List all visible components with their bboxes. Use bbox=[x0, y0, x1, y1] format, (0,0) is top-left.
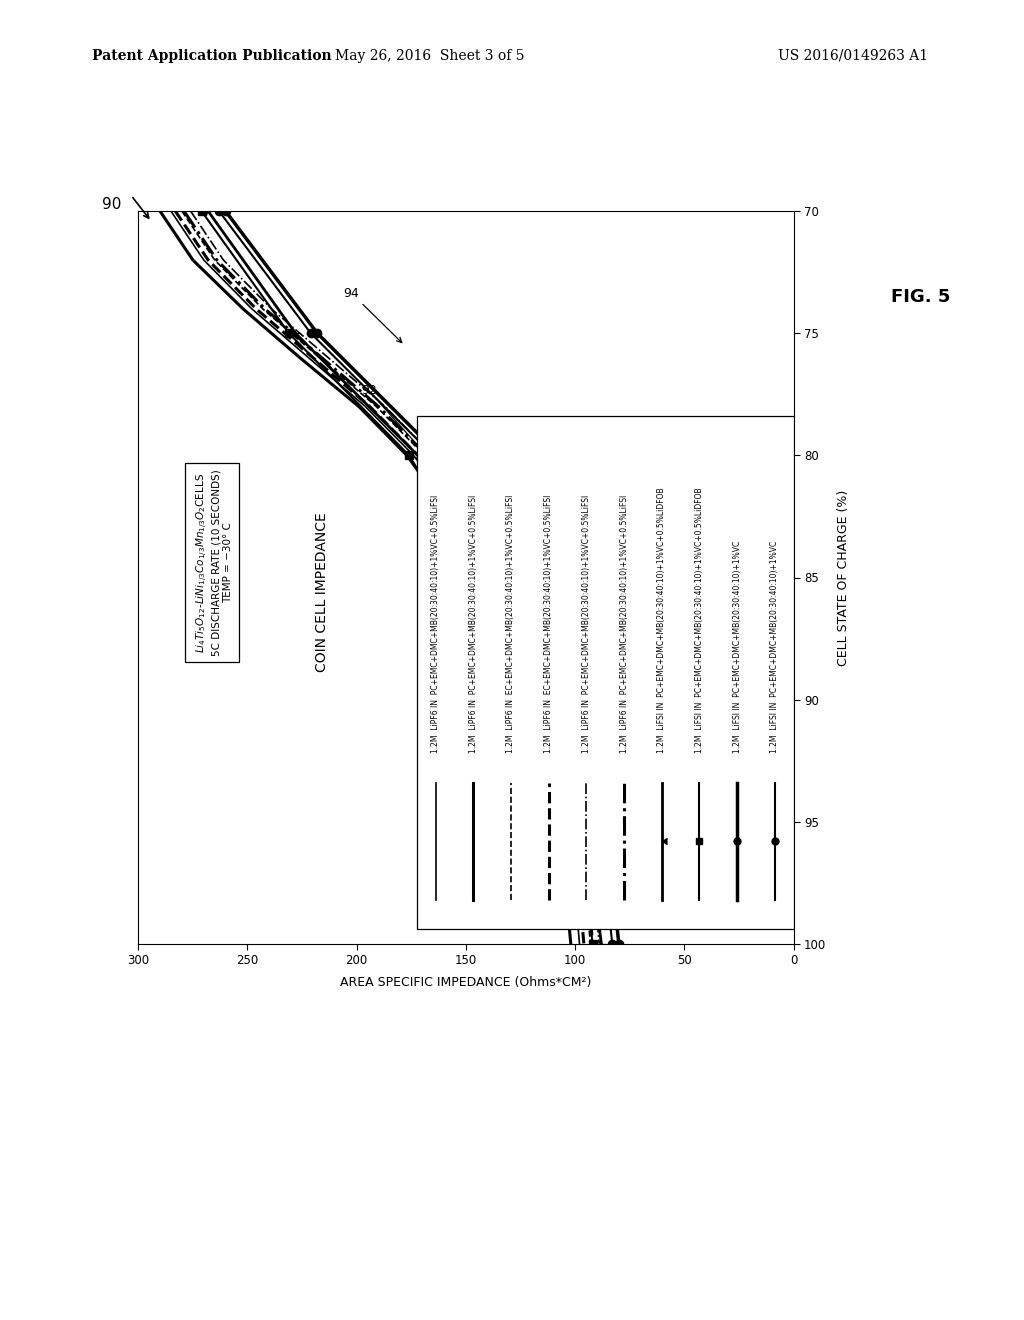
Y-axis label: CELL STATE OF CHARGE (%): CELL STATE OF CHARGE (%) bbox=[838, 490, 850, 665]
Text: Patent Application Publication: Patent Application Publication bbox=[92, 49, 332, 63]
Text: 1.2M  LiPF6 IN  PC+EMC+DMC+MB(20:30:40:10)+1%VC+0.5%LiFSI: 1.2M LiPF6 IN PC+EMC+DMC+MB(20:30:40:10)… bbox=[469, 495, 478, 754]
Text: 1.2M  LiFSI IN  PC+EMC+DMC+MB(20:30:40:10)+1%VC+0.5%LiDFOB: 1.2M LiFSI IN PC+EMC+DMC+MB(20:30:40:10)… bbox=[695, 487, 703, 754]
X-axis label: AREA SPECIFIC IMPEDANCE (Ohms*CM²): AREA SPECIFIC IMPEDANCE (Ohms*CM²) bbox=[340, 975, 592, 989]
Text: 94: 94 bbox=[344, 286, 401, 343]
Text: May 26, 2016  Sheet 3 of 5: May 26, 2016 Sheet 3 of 5 bbox=[335, 49, 525, 63]
Text: 90: 90 bbox=[102, 197, 122, 213]
Text: 1.2M  LiFSI IN  PC+EMC+DMC+MB(20:30:40:10)+1%VC: 1.2M LiFSI IN PC+EMC+DMC+MB(20:30:40:10)… bbox=[732, 541, 741, 754]
Text: $Li_4Ti_5O_{12}$-$LiNi_{1/3}Co_{1/3}Mn_{1/3}O_2$CELLS
5C DISCHARGE RATE (10 SECO: $Li_4Ti_5O_{12}$-$LiNi_{1/3}Co_{1/3}Mn_{… bbox=[195, 470, 232, 656]
Text: 1.2M  LiPF6 IN  PC+EMC+DMC+MB(20:30:40:10)+1%VC+0.5%LiFSI: 1.2M LiPF6 IN PC+EMC+DMC+MB(20:30:40:10)… bbox=[620, 495, 629, 754]
Text: 1.2M  LiPF6 IN  EC+EMC+DMC+MB(20:30:40:10)+1%VC+0.5%LiFSI: 1.2M LiPF6 IN EC+EMC+DMC+MB(20:30:40:10)… bbox=[507, 495, 515, 754]
Bar bbox=[417, 416, 794, 929]
Text: 1.2M  LiPF6 IN  PC+EMC+DMC+MB(20:30:40:10)+1%VC+0.5%LiFSI: 1.2M LiPF6 IN PC+EMC+DMC+MB(20:30:40:10)… bbox=[582, 495, 591, 754]
Text: COIN CELL IMPEDANCE: COIN CELL IMPEDANCE bbox=[314, 512, 329, 672]
Text: 92: 92 bbox=[361, 384, 424, 453]
Text: FIG. 5: FIG. 5 bbox=[891, 288, 950, 306]
Text: 1.2M  LiFSI IN  PC+EMC+DMC+MB(20:30:40:10)+1%VC+0.5%LiDFOB: 1.2M LiFSI IN PC+EMC+DMC+MB(20:30:40:10)… bbox=[657, 487, 667, 754]
Text: 1.2M  LiPF6 IN  EC+EMC+DMC+MB(20:30:40:10)+1%VC+0.5%LiFSI: 1.2M LiPF6 IN EC+EMC+DMC+MB(20:30:40:10)… bbox=[544, 495, 553, 754]
Text: US 2016/0149263 A1: US 2016/0149263 A1 bbox=[778, 49, 929, 63]
Text: 1.2M  LiFSI IN  PC+EMC+DMC+MB(20:30:40:10)+1%VC: 1.2M LiFSI IN PC+EMC+DMC+MB(20:30:40:10)… bbox=[770, 541, 779, 754]
Text: 1.2M  LiPF6 IN  PC+EMC+DMC+MB(20:30:40:10)+1%VC+0.5%LiFSI: 1.2M LiPF6 IN PC+EMC+DMC+MB(20:30:40:10)… bbox=[431, 495, 440, 754]
